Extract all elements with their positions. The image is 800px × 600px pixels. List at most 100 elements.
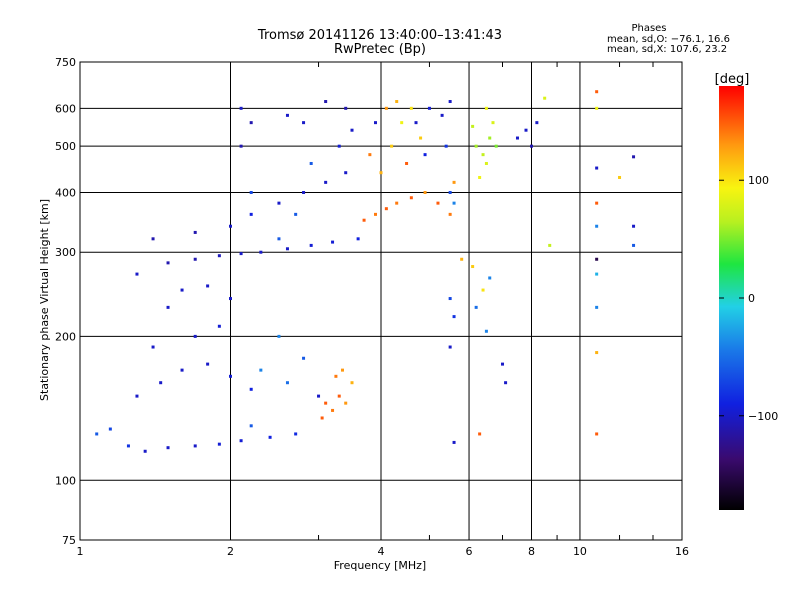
data-point: [249, 424, 253, 428]
data-point: [320, 416, 324, 420]
data-point: [448, 100, 452, 104]
data-point: [488, 136, 492, 140]
data-point: [277, 201, 281, 205]
data-point: [249, 190, 253, 194]
data-point: [239, 144, 243, 148]
data-point: [334, 374, 338, 378]
data-point: [400, 121, 404, 125]
data-point: [374, 212, 378, 216]
y-tick-label: 600: [55, 102, 76, 115]
data-point: [405, 161, 409, 165]
data-point: [229, 297, 232, 301]
chart-subtitle: RwPretec (Bp): [334, 42, 426, 57]
data-point: [595, 106, 599, 110]
phase-stats-o: mean, sd,O: −76.1, 16.6: [607, 34, 730, 45]
data-point: [151, 345, 155, 349]
data-point: [206, 362, 210, 366]
data-point: [285, 381, 289, 385]
data-point: [239, 439, 243, 443]
data-point: [595, 272, 599, 276]
data-point: [239, 252, 243, 256]
data-point: [180, 288, 184, 292]
y-tick-label: 400: [55, 186, 76, 199]
data-point: [294, 432, 298, 436]
data-point: [193, 257, 197, 261]
data-point: [344, 171, 348, 175]
data-point: [180, 368, 184, 372]
data-point: [166, 446, 170, 450]
data-point: [384, 106, 388, 110]
data-point: [135, 272, 139, 276]
data-point: [632, 224, 636, 228]
data-point: [294, 212, 298, 216]
colorbar-tick-label: −100: [748, 410, 778, 423]
data-point: [452, 180, 456, 184]
data-point: [350, 381, 354, 385]
data-point: [356, 237, 360, 241]
data-point: [193, 230, 197, 234]
data-point: [423, 153, 427, 157]
y-tick-label: 300: [55, 246, 76, 259]
data-point: [419, 136, 423, 140]
data-point: [395, 100, 399, 104]
data-point: [595, 224, 599, 228]
data-point: [193, 444, 197, 448]
data-point: [474, 305, 478, 309]
data-point: [409, 106, 413, 110]
data-point: [548, 243, 552, 247]
data-point: [126, 444, 130, 448]
data-point: [239, 106, 243, 110]
data-point: [217, 254, 221, 258]
data-point: [618, 175, 622, 179]
data-point: [448, 212, 452, 216]
data-point: [530, 144, 533, 148]
data-point: [350, 128, 354, 132]
x-tick-label: 6: [466, 545, 473, 558]
data-point: [535, 121, 539, 125]
data-point: [448, 297, 452, 301]
grid-lines: [80, 62, 682, 540]
x-tick-label: 4: [378, 545, 385, 558]
data-point: [268, 435, 272, 439]
data-point: [206, 284, 210, 288]
data-point: [448, 190, 452, 194]
plot-frame: [79, 61, 683, 541]
data-point: [491, 121, 495, 125]
data-point: [166, 305, 170, 309]
y-tick-labels: 75 100 200 300 400 500 600 750: [55, 56, 76, 547]
data-point: [331, 408, 335, 412]
data-point: [309, 161, 313, 165]
data-point: [481, 153, 485, 157]
data-point: [95, 432, 99, 436]
data-point: [277, 237, 281, 241]
data-point: [285, 247, 289, 251]
data-point: [632, 155, 636, 159]
data-point: [595, 257, 599, 261]
data-point: [595, 305, 599, 309]
data-point: [259, 250, 263, 254]
y-tick-label: 200: [55, 330, 76, 343]
data-point: [595, 201, 599, 205]
data-point: [484, 106, 488, 110]
data-point: [488, 276, 492, 280]
data-point: [448, 345, 452, 349]
chart-title: Tromsø 20141126 13:40:00–13:41:43: [257, 28, 502, 43]
data-point: [595, 351, 599, 355]
y-tick-label: 750: [55, 56, 76, 69]
data-points: [95, 90, 636, 453]
data-point: [302, 121, 306, 125]
data-point: [390, 144, 394, 148]
data-point: [524, 128, 528, 132]
data-point: [423, 190, 427, 194]
data-point: [151, 237, 155, 241]
phase-stats-heading: Phases: [631, 23, 666, 34]
data-point: [166, 261, 170, 265]
x-tick-label: 2: [227, 545, 234, 558]
data-point: [543, 96, 547, 100]
x-tick-label: 16: [675, 545, 689, 558]
data-point: [374, 121, 378, 125]
data-point: [515, 136, 519, 140]
data-point: [309, 243, 313, 247]
data-point: [285, 113, 289, 117]
